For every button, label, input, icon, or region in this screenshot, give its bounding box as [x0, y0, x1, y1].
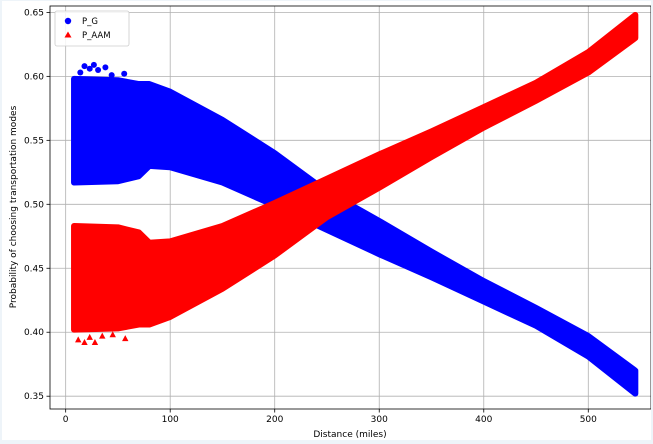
legend-marker-p-aam	[64, 31, 72, 38]
y-axis-ticks: 0.35 0.40 0.45 0.50 0.55 0.60 0.65	[24, 8, 50, 402]
data-point	[86, 333, 93, 340]
x-tick-label: 200	[266, 415, 283, 425]
x-axis-ticks: 0 100 200 300 400 500	[63, 409, 597, 425]
y-tick-label: 0.45	[24, 264, 44, 274]
y-tick-label: 0.60	[24, 72, 44, 82]
data-point	[75, 336, 82, 343]
y-axis-label: Probability of choosing transportation m…	[9, 105, 19, 308]
data-point	[91, 338, 99, 345]
legend-marker-p-g	[64, 17, 72, 25]
data-point	[121, 70, 128, 77]
y-tick-label: 0.40	[24, 328, 44, 338]
legend-label-p-aam: P_AAM	[82, 31, 111, 41]
y-tick-label: 0.50	[24, 200, 44, 210]
y-tick-label: 0.55	[24, 136, 44, 146]
data-point	[95, 66, 102, 73]
x-axis-label: Distance (miles)	[313, 430, 386, 440]
series-band-p-aam	[71, 11, 639, 333]
x-tick-label: 100	[162, 415, 179, 425]
y-tick-label: 0.35	[24, 392, 44, 402]
legend: P_G P_AAM	[54, 10, 130, 47]
legend-box	[54, 10, 130, 47]
data-point	[81, 63, 88, 70]
series-p-g	[71, 61, 639, 397]
data-point	[81, 338, 88, 345]
data-point	[90, 61, 97, 68]
data-point	[109, 331, 116, 338]
data-point	[86, 65, 93, 72]
data-point	[108, 72, 115, 79]
x-tick-label: 500	[580, 415, 597, 425]
data-point	[77, 69, 84, 76]
data-point	[99, 332, 106, 339]
series-band-p-g	[71, 75, 639, 397]
x-tick-label: 0	[63, 415, 69, 425]
series-p-aam	[71, 11, 639, 345]
data-point	[122, 335, 129, 342]
legend-label-p-g: P_G	[82, 17, 98, 27]
x-tick-label: 400	[475, 415, 492, 425]
data-point	[102, 64, 109, 71]
x-tick-label: 300	[371, 415, 388, 425]
y-tick-label: 0.65	[24, 8, 44, 18]
data-marks	[71, 11, 639, 397]
